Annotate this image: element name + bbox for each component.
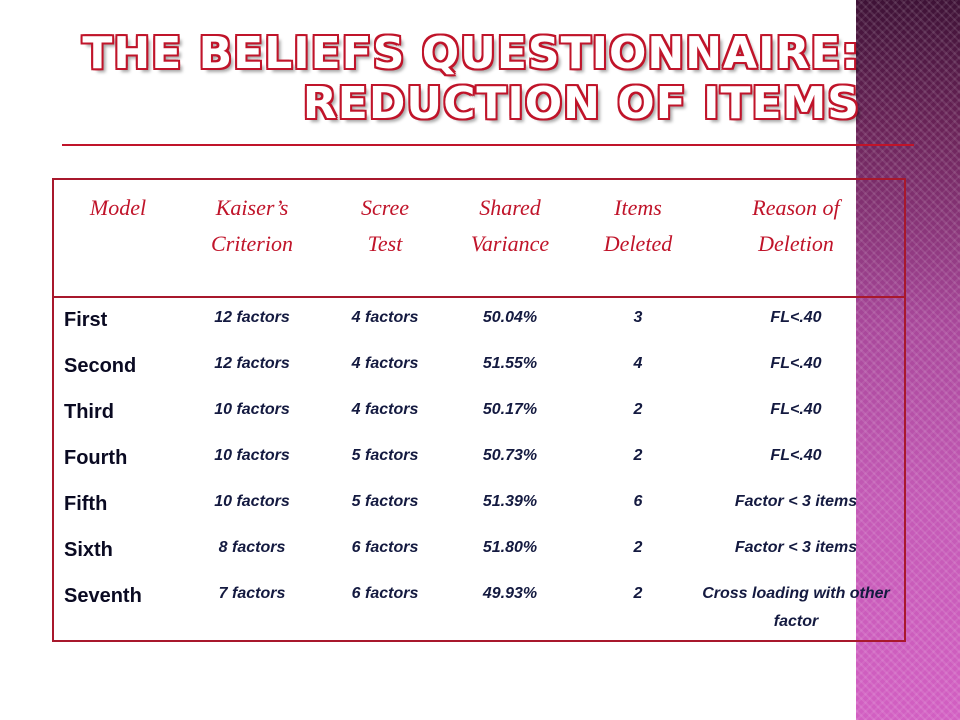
- cell-variance: 50.04%: [482, 309, 538, 326]
- cell-variance: 50.17%: [482, 401, 538, 418]
- cell-scree: 5 factors: [351, 493, 419, 510]
- cell-reason: FL<.40: [770, 355, 822, 372]
- cell-variance: 49.93%: [482, 585, 538, 602]
- cell-scree: 4 factors: [351, 355, 419, 372]
- cell-model: Fifth: [64, 493, 108, 515]
- cell-kaiser: 12 factors: [214, 355, 290, 372]
- header-reason: Reason of Deletion: [752, 195, 840, 256]
- header-variance: Shared Variance: [470, 195, 550, 256]
- cell-kaiser: 10 factors: [214, 493, 290, 510]
- cell-kaiser: 7 factors: [218, 585, 286, 602]
- cell-scree: 4 factors: [351, 309, 419, 326]
- title-underline: [62, 144, 914, 146]
- cell-deleted: 3: [633, 309, 643, 326]
- cell-scree: 6 factors: [351, 585, 419, 602]
- header-deleted: Items Deleted: [603, 195, 673, 256]
- cell-deleted: 4: [633, 355, 643, 372]
- results-table: Model Kaiser’s Criterion Scree Test Shar…: [52, 178, 906, 642]
- cell-variance: 51.80%: [482, 539, 538, 556]
- cell-model: Fourth: [64, 447, 128, 469]
- cell-reason: Cross loading with other factor: [702, 585, 890, 630]
- table-row: Fourth 10 factors 5 factors 50.73% 2 FL<…: [54, 439, 904, 473]
- cell-kaiser: 12 factors: [214, 309, 290, 326]
- cell-kaiser: 10 factors: [214, 447, 290, 464]
- cell-deleted: 2: [633, 585, 643, 602]
- cell-variance: 50.73%: [482, 447, 538, 464]
- cell-reason: Factor < 3 items: [734, 493, 858, 510]
- cell-model: Second: [64, 355, 137, 377]
- cell-scree: 4 factors: [351, 401, 419, 418]
- table-row: First 12 factors 4 factors 50.04% 3 FL<.…: [54, 301, 904, 335]
- cell-variance: 51.55%: [482, 355, 538, 372]
- cell-model: First: [64, 309, 108, 331]
- cell-scree: 6 factors: [351, 539, 419, 556]
- table-row: Sixth 8 factors 6 factors 51.80% 2 Facto…: [54, 531, 904, 565]
- cell-deleted: 2: [633, 401, 643, 418]
- header-model: Model: [89, 195, 147, 220]
- table-row: Fifth 10 factors 5 factors 51.39% 6 Fact…: [54, 485, 904, 519]
- table-row: Third 10 factors 4 factors 50.17% 2 FL<.…: [54, 393, 904, 427]
- header-scree: Scree Test: [360, 195, 410, 256]
- cell-model: Third: [64, 401, 114, 423]
- header-separator: [54, 296, 904, 298]
- cell-kaiser: 10 factors: [214, 401, 290, 418]
- cell-reason: Factor < 3 items: [734, 539, 858, 556]
- cell-model: Seventh: [64, 585, 142, 607]
- cell-reason: FL<.40: [770, 309, 822, 326]
- header-kaiser: Kaiser’s Criterion: [211, 195, 293, 256]
- decorative-side-band: [856, 0, 960, 720]
- cell-variance: 51.39%: [482, 493, 538, 510]
- cell-deleted: 6: [633, 493, 643, 510]
- table-row: Second 12 factors 4 factors 51.55% 4 FL<…: [54, 347, 904, 381]
- cell-deleted: 2: [633, 447, 643, 464]
- slide-title-line-1: THE BELIEFS QUESTIONNAIRE:: [82, 28, 860, 79]
- cell-reason: FL<.40: [770, 401, 822, 418]
- cell-kaiser: 8 factors: [218, 539, 286, 556]
- cell-reason: FL<.40: [770, 447, 822, 464]
- cell-scree: 5 factors: [351, 447, 419, 464]
- table-row: Seventh 7 factors 6 factors 49.93% 2 Cro…: [54, 577, 904, 637]
- cell-model: Sixth: [64, 539, 113, 561]
- slide-title-line-2: REDUCTION OF ITEMS: [302, 78, 860, 129]
- cell-deleted: 2: [633, 539, 643, 556]
